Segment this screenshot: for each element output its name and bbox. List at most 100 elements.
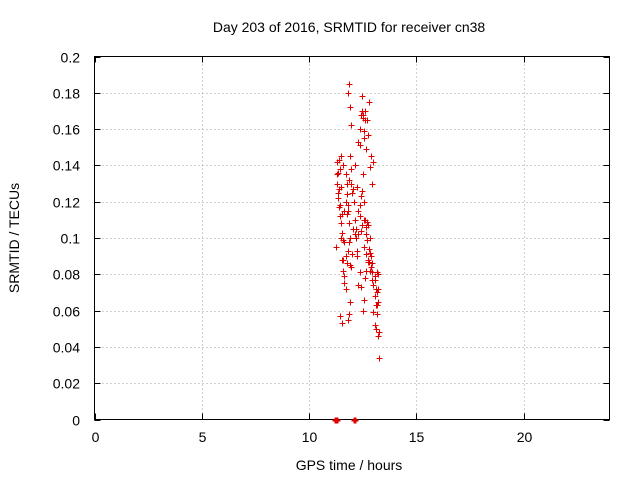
data-point (370, 159, 377, 166)
data-point (355, 208, 362, 215)
y-axis-label: SRMTID / TECUs (6, 183, 22, 293)
data-point (374, 311, 381, 318)
data-point (345, 317, 352, 324)
axis-ticks: 0 5 10 15 20 0 0.02 0.04 0.06 0.08 0.1 0.12 0.14 0.16… (53, 50, 610, 445)
data-point (363, 146, 370, 153)
y-tick-label: 0 (72, 413, 80, 429)
y-tick-label: 0.06 (53, 304, 80, 320)
data-point-zero (352, 417, 359, 424)
data-point (369, 181, 376, 188)
data-point (343, 171, 350, 178)
data-point (372, 273, 379, 280)
data-point (370, 309, 377, 316)
data-point (365, 259, 372, 266)
data-point (348, 166, 355, 173)
data-point (366, 99, 373, 106)
data-point (348, 181, 355, 188)
data-point (352, 231, 359, 238)
data-point (345, 202, 352, 209)
x-tick-label: 0 (92, 429, 100, 445)
y-tick-label: 0.02 (53, 376, 80, 392)
data-point (345, 90, 352, 97)
data-point (372, 293, 379, 300)
data-point (335, 170, 342, 177)
data-point (353, 235, 360, 242)
data-point (363, 231, 370, 238)
data-point (343, 253, 350, 260)
x-axis-label: GPS time / hours (296, 457, 403, 473)
data-point (338, 153, 345, 160)
data-point (362, 275, 369, 282)
data-point (348, 122, 355, 129)
data-point (361, 217, 368, 224)
data-point (344, 260, 351, 267)
chart-title: Day 203 of 2016, SRMTID for receiver cn3… (213, 19, 486, 35)
data-point (373, 326, 380, 333)
data-point (346, 81, 353, 88)
data-point (374, 302, 381, 309)
data-point (349, 251, 356, 258)
data-point (347, 299, 354, 306)
x-tick-label: 5 (199, 429, 207, 445)
data-point (354, 184, 361, 191)
data-point (350, 186, 357, 193)
data-point (365, 132, 372, 139)
y-tick-label: 0.04 (53, 340, 80, 356)
data-point (361, 199, 368, 206)
data-point (349, 190, 356, 197)
data-point (346, 177, 353, 184)
data-point (357, 269, 364, 276)
x-tick-label: 20 (517, 429, 533, 445)
data-point (358, 193, 365, 200)
data-point (361, 244, 368, 251)
data-point (337, 166, 344, 173)
data-point (348, 264, 355, 271)
data-point (337, 313, 344, 320)
data-point (347, 104, 354, 111)
data-point (368, 153, 375, 160)
data-point (341, 280, 348, 287)
data-point (376, 329, 383, 336)
y-tick-label: 0.14 (53, 158, 80, 174)
data-point (347, 153, 354, 160)
data-point (375, 333, 382, 340)
data-point-zero (334, 417, 341, 424)
data-point (354, 253, 361, 260)
data-point (362, 108, 369, 115)
data-point (376, 355, 383, 362)
data-point (340, 257, 347, 264)
data-point (345, 248, 352, 255)
data-point (359, 93, 366, 100)
data-point (360, 112, 367, 119)
data-point (346, 220, 353, 227)
x-tick-label: 10 (302, 429, 318, 445)
data-point (340, 268, 347, 275)
data-point (360, 171, 367, 178)
data-point (361, 297, 368, 304)
data-point (335, 195, 342, 202)
data-point (357, 126, 364, 133)
data-point (357, 142, 364, 149)
data-point (363, 224, 370, 231)
data-point (363, 251, 370, 258)
y-tick-label: 0.12 (53, 195, 80, 211)
data-point (346, 311, 353, 318)
data-point (369, 269, 376, 276)
data-point (341, 239, 348, 246)
data-point (352, 217, 359, 224)
data-point (339, 230, 346, 237)
data-point (338, 184, 345, 191)
data-points (332, 81, 383, 424)
data-point (340, 162, 347, 169)
data-point (341, 208, 348, 215)
data-point (373, 286, 380, 293)
data-point (369, 260, 376, 267)
data-point (361, 135, 368, 142)
data-point (370, 282, 377, 289)
data-point (368, 253, 375, 260)
y-tick-label: 0.16 (53, 122, 80, 138)
data-point (359, 188, 366, 195)
y-tick-label: 0.1 (61, 231, 81, 247)
y-tick-label: 0.18 (53, 86, 80, 102)
